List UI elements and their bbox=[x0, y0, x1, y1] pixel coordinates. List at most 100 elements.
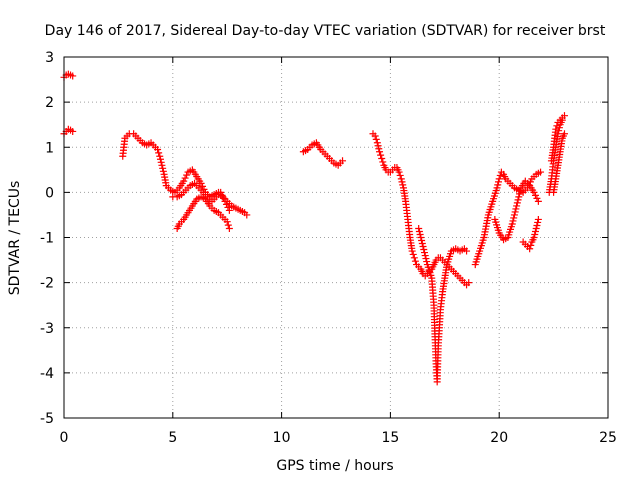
y-tick-label: -1 bbox=[40, 231, 54, 247]
data-point bbox=[156, 152, 164, 160]
data-point bbox=[225, 224, 233, 232]
data-point bbox=[463, 247, 471, 255]
data-point bbox=[418, 240, 426, 248]
data-point bbox=[420, 246, 428, 254]
data-point bbox=[419, 243, 427, 251]
data-point bbox=[495, 175, 503, 183]
x-tick-label: 5 bbox=[168, 430, 177, 446]
data-point bbox=[223, 218, 231, 226]
data-point bbox=[421, 252, 429, 260]
y-tick-label: 0 bbox=[45, 185, 54, 201]
data-point bbox=[159, 164, 167, 172]
data-point bbox=[422, 255, 430, 263]
data-point bbox=[552, 125, 560, 133]
y-tick-labels: -5 -4 -3 -2 -1 0 1 2 3 bbox=[40, 50, 54, 427]
y-tick-label: -5 bbox=[40, 411, 54, 427]
data-point bbox=[218, 191, 226, 199]
data-point bbox=[396, 171, 404, 179]
data-point bbox=[373, 139, 381, 147]
series-seg-i bbox=[415, 224, 471, 386]
y-tick-label: 3 bbox=[45, 50, 54, 66]
data-point bbox=[217, 188, 225, 196]
data-point bbox=[397, 175, 405, 183]
data-point bbox=[379, 158, 387, 166]
chart-title: Day 146 of 2017, Sidereal Day-to-day VTE… bbox=[45, 23, 606, 39]
data-point bbox=[158, 161, 166, 169]
data-point bbox=[496, 171, 504, 179]
data-point bbox=[411, 257, 419, 265]
data-point bbox=[418, 237, 426, 245]
series-seg-c bbox=[119, 130, 159, 160]
series-seg-j bbox=[471, 168, 545, 269]
data-point bbox=[181, 174, 189, 182]
plot-frame bbox=[63, 56, 609, 419]
data-point bbox=[513, 199, 521, 207]
series-seg-h bbox=[369, 130, 473, 289]
series-seg-f bbox=[173, 193, 233, 232]
data-point bbox=[69, 127, 77, 135]
data-point bbox=[221, 197, 229, 205]
data-point bbox=[516, 190, 524, 198]
data-point bbox=[420, 249, 428, 257]
series-seg-a bbox=[60, 70, 77, 81]
data-point bbox=[510, 214, 518, 222]
data-point bbox=[531, 230, 539, 238]
data-point bbox=[374, 142, 382, 150]
data-point bbox=[423, 258, 431, 266]
x-tick-label: 10 bbox=[273, 430, 291, 446]
grid-layer bbox=[64, 57, 608, 418]
series-seg-d bbox=[154, 146, 251, 219]
data-point bbox=[560, 112, 568, 120]
data-point bbox=[154, 146, 162, 154]
series-seg-o bbox=[550, 130, 568, 196]
data-point bbox=[515, 193, 523, 201]
data-point bbox=[224, 203, 232, 211]
data-point bbox=[339, 157, 347, 165]
series-seg-k bbox=[491, 177, 542, 244]
data-point bbox=[513, 202, 521, 210]
y-tick-label: -2 bbox=[40, 276, 54, 292]
data-point bbox=[511, 208, 519, 216]
series-seg-n bbox=[547, 112, 568, 165]
data-point bbox=[516, 187, 524, 195]
data-point bbox=[526, 245, 534, 253]
data-point bbox=[377, 151, 385, 159]
data-point bbox=[510, 211, 518, 219]
data-point bbox=[243, 211, 251, 219]
data-point bbox=[157, 158, 165, 166]
data-point bbox=[371, 132, 379, 140]
data-point bbox=[512, 205, 520, 213]
series-seg-g bbox=[299, 139, 347, 169]
data-point bbox=[197, 179, 205, 187]
x-tick-label: 20 bbox=[490, 430, 508, 446]
data-point bbox=[224, 221, 232, 229]
data-point bbox=[553, 122, 561, 130]
y-axis-label: SDTVAR / TECUs bbox=[7, 181, 23, 296]
data-point bbox=[417, 234, 425, 241]
data-point bbox=[399, 181, 407, 189]
data-point bbox=[180, 177, 188, 185]
data-point bbox=[69, 72, 77, 80]
x-tick-label: 0 bbox=[60, 430, 69, 446]
data-point bbox=[560, 130, 568, 138]
data-point bbox=[531, 191, 539, 199]
data-point bbox=[415, 227, 423, 235]
data-point bbox=[533, 221, 541, 229]
data-point bbox=[155, 149, 163, 157]
y-tick-label: 1 bbox=[45, 140, 54, 156]
data-point bbox=[494, 178, 502, 186]
data-point bbox=[530, 234, 538, 241]
data-point bbox=[534, 218, 542, 226]
data-point bbox=[530, 188, 538, 196]
data-series bbox=[60, 70, 568, 386]
data-point bbox=[199, 182, 207, 190]
data-point bbox=[534, 197, 542, 205]
y-tick-label: -4 bbox=[40, 366, 54, 382]
data-point bbox=[533, 194, 541, 202]
data-point bbox=[372, 135, 380, 143]
y-tick-label: 2 bbox=[45, 95, 54, 111]
data-point bbox=[222, 200, 230, 208]
x-tick-label: 25 bbox=[599, 430, 617, 446]
data-point bbox=[416, 230, 424, 238]
